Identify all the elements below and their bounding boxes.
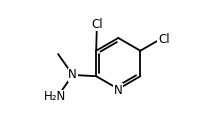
Text: Cl: Cl bbox=[91, 18, 103, 31]
Text: N: N bbox=[114, 84, 123, 97]
Text: Cl: Cl bbox=[158, 33, 170, 46]
Text: H₂N: H₂N bbox=[44, 90, 67, 103]
Text: N: N bbox=[68, 68, 77, 81]
